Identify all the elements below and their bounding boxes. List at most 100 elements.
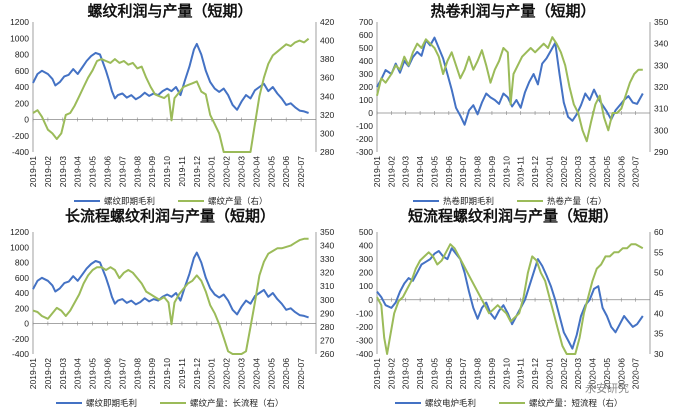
right-tick-label: 40: [654, 308, 664, 318]
x-tick-label: 2019-01: [28, 358, 38, 389]
x-tick-label: 2020-03: [237, 358, 247, 389]
right-tick-label: 340: [654, 39, 668, 49]
right-tick-label: 280: [320, 147, 334, 157]
x-tick-label: 2020-02: [559, 358, 569, 389]
x-tick-label: 2020-04: [588, 156, 598, 187]
x-tick-label: 2019-08: [473, 358, 483, 389]
right-tick-label: 320: [654, 82, 668, 92]
x-tick-label: 2019-06: [102, 358, 112, 389]
right-tick-label: 55: [654, 247, 664, 257]
left-tick-label: -400: [12, 147, 29, 157]
x-tick-label: 2019-09: [147, 358, 157, 389]
left-tick-label: 300: [359, 254, 373, 264]
x-tick-label: 2019-08: [132, 358, 142, 389]
series-line-0: [32, 251, 309, 319]
x-tick-label: 2019-02: [386, 358, 396, 389]
right-tick-label: 350: [320, 227, 334, 237]
x-tick-label: 2020-01: [207, 156, 217, 187]
left-tick-label: 600: [15, 273, 29, 283]
right-tick-label: 420: [320, 17, 334, 27]
x-tick-label: 2019-11: [516, 358, 526, 389]
x-tick-label: 2020-07: [296, 358, 306, 389]
right-tick-label: 290: [320, 308, 334, 318]
left-tick-label: 1200: [10, 17, 29, 27]
left-tick-label: 400: [15, 288, 29, 298]
legend-label: 螺纹产量（右）: [208, 196, 268, 207]
right-tick-label: 300: [320, 295, 334, 305]
left-tick-label: -400: [12, 349, 29, 359]
x-tick-label: 2019-12: [530, 358, 540, 389]
x-tick-label: 2019-09: [487, 358, 497, 389]
x-tick-label: 2019-10: [501, 358, 511, 389]
x-tick-label: 2020-01: [544, 358, 554, 389]
x-tick-label: 2019-02: [43, 358, 53, 389]
x-tick-label: 2019-06: [102, 156, 112, 187]
x-tick-label: 2019-09: [147, 156, 157, 187]
series-line-0: [32, 42, 309, 114]
x-tick-label: 2019-07: [458, 358, 468, 389]
right-tick-label: 330: [654, 60, 668, 70]
x-tick-label: 2020-01: [544, 156, 554, 187]
x-tick-label: 2019-12: [192, 156, 202, 187]
x-tick-label: 2019-05: [429, 358, 439, 389]
left-tick-label: -200: [356, 322, 373, 332]
chart-title: 长流程螺纹利润与产量（短期）: [65, 207, 275, 225]
left-tick-label: 0: [24, 319, 29, 329]
right-tick-label: 310: [654, 104, 668, 114]
left-tick-label: 400: [359, 56, 373, 66]
legend-label: 螺纹即期毛利: [86, 398, 137, 409]
legend-label: 热卷即期毛利: [443, 196, 494, 207]
x-tick-label: 2020-06: [281, 156, 291, 187]
right-tick-label: 35: [654, 329, 664, 339]
series-line-1: [32, 37, 310, 153]
x-tick-label: 2020-04: [251, 156, 261, 187]
right-tick-label: 330: [320, 254, 334, 264]
x-tick-label: 2019-11: [516, 156, 526, 187]
legend-label: 热卷产量（右）: [547, 196, 607, 207]
left-tick-label: 800: [15, 50, 29, 60]
right-tick-label: 380: [320, 54, 334, 64]
right-tick-label: 310: [320, 281, 334, 291]
x-tick-label: 2019-07: [117, 156, 127, 187]
x-tick-label: 2019-08: [473, 156, 483, 187]
x-tick-label: 2020-03: [573, 358, 583, 389]
chart-title: 螺纹利润与产量（短期）: [87, 2, 252, 20]
x-tick-label: 2019-01: [372, 358, 382, 389]
right-tick-label: 270: [320, 335, 334, 345]
x-tick-label: 2020-04: [251, 358, 261, 389]
left-tick-label: 400: [359, 241, 373, 251]
watermark-text: 永安研究: [585, 381, 629, 395]
right-tick-label: 260: [320, 349, 334, 359]
x-tick-label: 2019-04: [415, 156, 425, 187]
right-tick-label: 360: [320, 73, 334, 83]
chart-title: 热卷利润与产量（短期）: [430, 2, 595, 20]
legend-label: 螺纹产量：长流程（右）: [190, 398, 284, 409]
right-tick-label: 350: [654, 17, 668, 27]
x-tick-label: 2020-03: [573, 156, 583, 187]
x-tick-label: 2019-01: [372, 156, 382, 187]
right-tick-label: 290: [654, 147, 668, 157]
left-tick-label: 500: [359, 227, 373, 237]
x-tick-label: 2019-07: [117, 358, 127, 389]
x-tick-label: 2019-06: [444, 156, 454, 187]
left-tick-label: 600: [359, 30, 373, 40]
x-tick-label: 2019-11: [177, 156, 187, 187]
left-tick-label: 0: [368, 295, 373, 305]
x-tick-label: 2019-10: [501, 156, 511, 187]
right-tick-label: 50: [654, 268, 664, 278]
left-tick-label: 200: [359, 82, 373, 92]
left-tick-label: -200: [12, 131, 29, 141]
right-tick-label: 60: [654, 227, 664, 237]
chart-title: 短流程螺纹利润与产量（短期）: [408, 207, 618, 225]
x-tick-label: 2019-11: [177, 358, 187, 389]
left-tick-label: -200: [12, 334, 29, 344]
x-tick-label: 2020-03: [237, 156, 247, 187]
left-tick-label: 1000: [10, 33, 29, 43]
left-tick-label: 200: [15, 303, 29, 313]
x-tick-label: 2019-08: [132, 156, 142, 187]
left-tick-label: 1000: [10, 242, 29, 252]
x-tick-label: 2019-05: [88, 358, 98, 389]
legend-label: 螺纹电炉毛利: [425, 398, 476, 409]
series-line-1: [376, 243, 644, 355]
x-tick-label: 2019-04: [415, 358, 425, 389]
